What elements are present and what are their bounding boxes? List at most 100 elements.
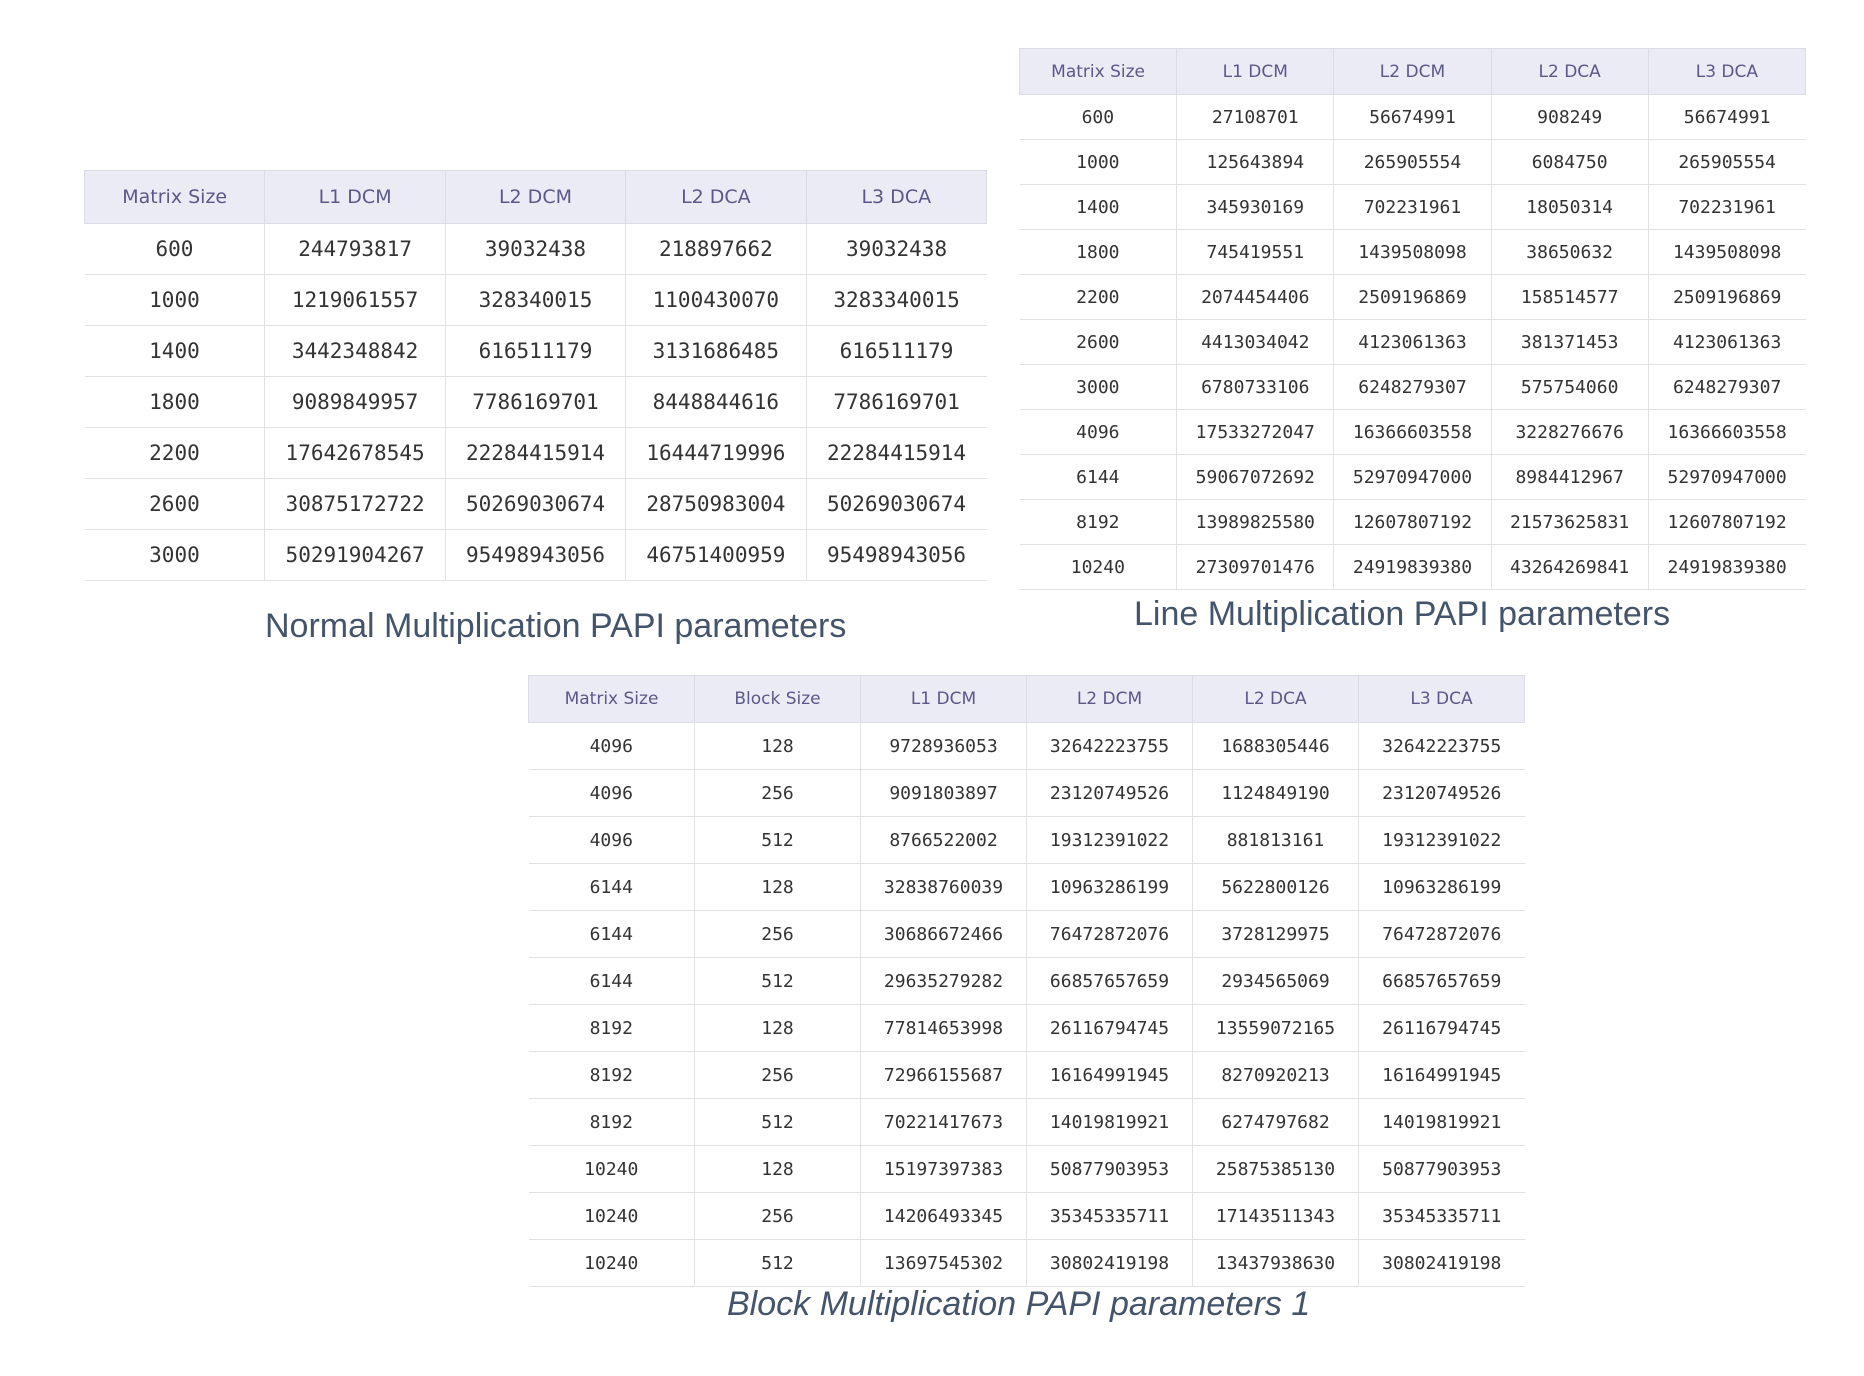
table-cell: 2509196869 [1647, 274, 1806, 320]
table-cell: 39032438 [805, 223, 987, 275]
table-cell: 600 [1019, 94, 1178, 140]
table-cell: 10963286199 [1358, 863, 1525, 911]
table-cell: 32642223755 [1026, 722, 1193, 770]
table-cell: 27108701 [1176, 94, 1335, 140]
table-cell: 50269030674 [805, 478, 987, 530]
table-cell: 26116794745 [1026, 1004, 1193, 1052]
table-cell: 512 [694, 816, 861, 864]
table-cell: 3228276676 [1490, 409, 1649, 455]
table-cell: 16164991945 [1026, 1051, 1193, 1099]
table-cell: 16366603558 [1647, 409, 1806, 455]
table-cell: 19312391022 [1026, 816, 1193, 864]
column-header: L1 DCM [860, 675, 1027, 723]
table-cell: 50877903953 [1026, 1145, 1193, 1193]
table-row: 6144 128 32838760039 10963286199 5622800126 1… [528, 863, 1525, 911]
table-cell: 158514577 [1490, 274, 1649, 320]
table-cell: 6274797682 [1192, 1098, 1359, 1146]
table-cell: 8192 [528, 1051, 695, 1099]
table-row: 1400 345930169 702231961 18050314 702231961 [1019, 184, 1806, 230]
table-row: 1400 3442348842 616511179 3131686485 6165111… [84, 325, 987, 377]
table-cell: 2509196869 [1333, 274, 1492, 320]
column-header: L2 DCM [1333, 48, 1492, 95]
table-cell: 256 [694, 769, 861, 817]
table-cell: 1688305446 [1192, 722, 1359, 770]
table-cell: 3283340015 [805, 274, 987, 326]
table-cell: 4096 [528, 769, 695, 817]
table-cell: 21573625831 [1490, 499, 1649, 545]
table-row: 8192 256 72966155687 16164991945 8270920213 1… [528, 1051, 1525, 1099]
table-cell: 27309701476 [1176, 544, 1335, 590]
data-table: Matrix Size Block Size L1 DCM L2 DCM L2 DCA L… [528, 675, 1525, 1287]
table-row: 2600 4413034042 4123061363 381371453 4123061… [1019, 319, 1806, 365]
table-cell: 10240 [528, 1145, 695, 1193]
table-row: 2200 17642678545 22284415914 16444719996 222… [84, 427, 987, 479]
table-cell: 14206493345 [860, 1192, 1027, 1240]
table-cell: 2600 [1019, 319, 1178, 365]
table-row: 2600 30875172722 50269030674 28750983004 502… [84, 478, 987, 530]
table-cell: 66857657659 [1026, 957, 1193, 1005]
column-header: L3 DCA [805, 170, 988, 224]
table-cell: 24919839380 [1647, 544, 1806, 590]
table-cell: 8192 [528, 1004, 695, 1052]
column-header: L1 DCM [1176, 48, 1335, 95]
table-cell: 56674991 [1647, 94, 1806, 140]
table-row: 4096 256 9091803897 23120749526 1124849190 23… [528, 769, 1525, 817]
table-cell: 128 [694, 722, 861, 770]
table-cell: 13437938630 [1192, 1239, 1359, 1287]
table-cell: 745419551 [1176, 229, 1335, 275]
table-row: 600 244793817 39032438 218897662 39032438 [84, 223, 987, 275]
table-cell: 881813161 [1192, 816, 1359, 864]
table-row: 3000 6780733106 6248279307 575754060 6248279… [1019, 364, 1806, 410]
table-cell: 95498943056 [444, 529, 627, 581]
table-cell: 52970947000 [1333, 454, 1492, 500]
table-row: 6144 512 29635279282 66857657659 2934565069 6… [528, 957, 1525, 1005]
column-header: L2 DCM [1026, 675, 1193, 723]
table-cell: 702231961 [1647, 184, 1806, 230]
table-cell: 8448844616 [625, 376, 807, 428]
table-cell: 256 [694, 1051, 861, 1099]
table-cell: 43264269841 [1490, 544, 1649, 590]
table-cell: 1800 [1019, 229, 1178, 275]
table-cell: 35345335711 [1026, 1192, 1193, 1240]
table-cell: 17143511343 [1192, 1192, 1359, 1240]
table-cell: 2200 [1019, 274, 1178, 320]
column-header: L1 DCM [264, 170, 446, 224]
table-cell: 128 [694, 863, 861, 911]
table-cell: 77814653998 [860, 1004, 1027, 1052]
table-cell: 6144 [528, 910, 695, 958]
table-cell: 6144 [528, 957, 695, 1005]
table-cell: 6780733106 [1176, 364, 1335, 410]
table-cell: 16164991945 [1358, 1051, 1525, 1099]
table-row: 10240 256 14206493345 35345335711 1714351134… [528, 1192, 1525, 1240]
table-cell: 1439508098 [1647, 229, 1806, 275]
table-cell: 3000 [1019, 364, 1178, 410]
header-row: Matrix Size L1 DCM L2 DCM L2 DCA L3 DCA [1018, 48, 1807, 95]
table-cell: 6084750 [1490, 139, 1649, 185]
table-cell: 13989825580 [1176, 499, 1335, 545]
table-cell: 1219061557 [264, 274, 446, 326]
table-cell: 10240 [528, 1192, 695, 1240]
table-cell: 218897662 [625, 223, 807, 275]
table-row: 6144 59067072692 52970947000 8984412967 5297… [1019, 454, 1806, 500]
table-cell: 30802419198 [1026, 1239, 1193, 1287]
table-cell: 8984412967 [1490, 454, 1649, 500]
table-row: 4096 17533272047 16366603558 3228276676 1636… [1019, 409, 1806, 455]
table-cell: 8192 [1019, 499, 1178, 545]
table-row: 2200 2074454406 2509196869 158514577 2509196… [1019, 274, 1806, 320]
table-cell: 16366603558 [1333, 409, 1492, 455]
table-cell: 6144 [1019, 454, 1178, 500]
table-row: 4096 128 9728936053 32642223755 1688305446 32… [528, 722, 1525, 770]
table-cell: 1124849190 [1192, 769, 1359, 817]
table-row: 8192 128 77814653998 26116794745 13559072165… [528, 1004, 1525, 1052]
table-cell: 125643894 [1176, 139, 1335, 185]
table-cell: 4096 [528, 722, 695, 770]
table-cell: 2200 [84, 427, 266, 479]
table-cell: 38650632 [1490, 229, 1649, 275]
table-cell: 1000 [1019, 139, 1178, 185]
table-row: 4096 512 8766522002 19312391022 881813161 193… [528, 816, 1525, 864]
table-cell: 128 [694, 1145, 861, 1193]
column-header: Matrix Size [1018, 48, 1178, 95]
table-cell: 70221417673 [860, 1098, 1027, 1146]
table-cell: 512 [694, 1239, 861, 1287]
table-cell: 46751400959 [625, 529, 807, 581]
